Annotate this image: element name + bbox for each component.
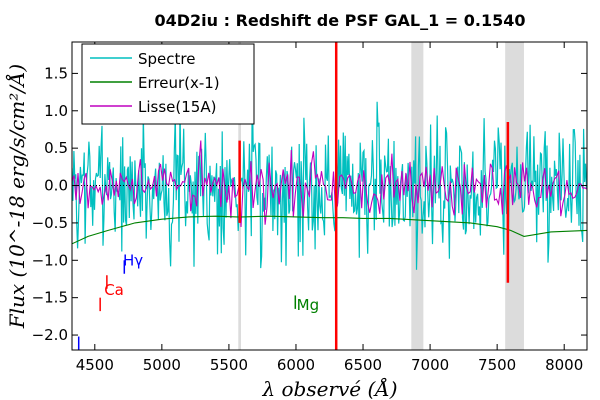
x-tick-label-7000: 7000 xyxy=(411,356,449,374)
y-tick-label-1: −1.5 xyxy=(32,289,68,307)
series-line-lisse-15a- xyxy=(72,140,587,228)
y-tick-label-5: 0.5 xyxy=(44,139,68,157)
x-axis-title: λ observé (Å) xyxy=(261,376,397,400)
shaded-band-2 xyxy=(505,42,524,350)
y-tick-label-7: 1.5 xyxy=(44,64,68,82)
y-axis-ticks: −2.0 −1.5 −1.0 −0.5 0.0 0.5 1.0 1.5 xyxy=(32,64,587,344)
line-marker-label-ca: Ca xyxy=(104,281,124,299)
y-tick-label-4: 0.0 xyxy=(44,177,68,195)
x-axis-ticks: 4500 5000 5500 6000 6500 7000 7500 8000 xyxy=(76,42,583,374)
legend-label-lisse: Lisse(15A) xyxy=(138,98,216,116)
y-tick-label-0: −2.0 xyxy=(32,326,68,344)
x-tick-label-4500: 4500 xyxy=(76,356,114,374)
vertical-lines xyxy=(238,42,510,350)
legend: Spectre Erreur(x-1) Lisse(15A) xyxy=(81,43,255,125)
line-marker-label-mg: Mg xyxy=(297,296,319,314)
x-tick-label-6000: 6000 xyxy=(277,356,315,374)
x-tick-label-7500: 7500 xyxy=(478,356,516,374)
x-tick-label-6500: 6500 xyxy=(344,356,382,374)
series-line-erreur-x-1- xyxy=(72,215,587,245)
x-tick-label-8000: 8000 xyxy=(545,356,583,374)
x-tick-label-5500: 5500 xyxy=(210,356,248,374)
legend-label-spectre: Spectre xyxy=(138,50,195,68)
y-axis-title: Flux (10^-18 erg/s/cm²/Å) xyxy=(4,64,29,329)
x-tick-label-5000: 5000 xyxy=(143,356,181,374)
spectral-line-markers: Ca Hγ Mg xyxy=(77,251,319,350)
y-tick-label-2: −1.0 xyxy=(32,251,68,269)
chart-title: 04D2iu : Redshift de PSF GAL_1 = 0.1540 xyxy=(154,11,525,30)
y-tick-label-6: 1.0 xyxy=(44,102,68,120)
plot-frame xyxy=(71,41,588,351)
series-layer xyxy=(72,78,587,270)
line-marker-label-hγ: Hγ xyxy=(123,251,143,269)
legend-label-erreur: Erreur(x-1) xyxy=(138,74,220,92)
y-tick-label-3: −0.5 xyxy=(32,214,68,232)
series-line-spectre xyxy=(72,78,587,270)
